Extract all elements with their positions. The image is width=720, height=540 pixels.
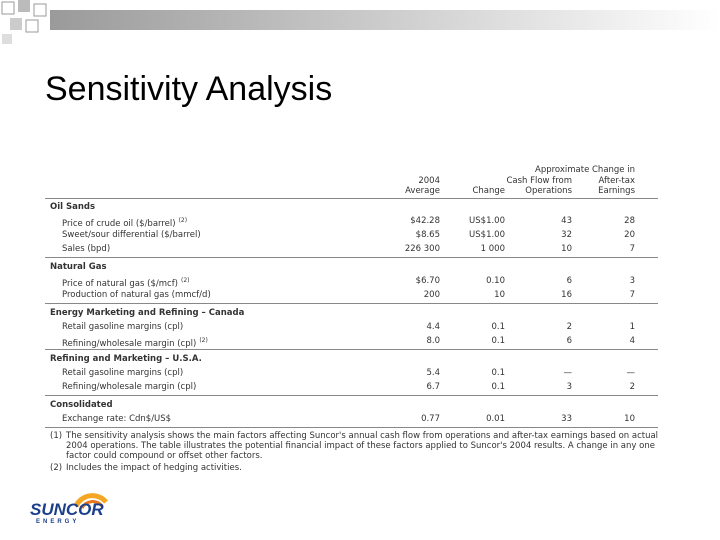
cell: 2: [629, 382, 635, 392]
cell: US$1.00: [469, 230, 505, 240]
rule: [45, 349, 658, 350]
cell: 0.1: [491, 336, 505, 346]
column-header: Average: [405, 186, 440, 196]
slide-title: Sensitivity Analysis: [45, 70, 333, 108]
row-label: Sales (bpd): [62, 244, 111, 254]
cell: 0.1: [491, 368, 505, 378]
cell: 33: [561, 414, 572, 424]
section-title: Energy Marketing and Refining – Canada: [50, 308, 245, 318]
cell: 6: [566, 276, 572, 286]
cell: $6.70: [415, 276, 440, 286]
note-ref: (2): [181, 277, 190, 284]
cell: 7: [629, 290, 635, 300]
cell: 4: [629, 336, 635, 346]
cell: —: [563, 368, 573, 378]
cell: 0.1: [491, 382, 505, 392]
row-label: Retail gasoline margins (cpl): [62, 322, 184, 332]
section-title: Refining and Marketing – U.S.A.: [50, 354, 202, 364]
footnote-text: The sensitivity analysis shows the main …: [66, 431, 659, 461]
cell: 32: [561, 230, 572, 240]
cell: 20: [624, 230, 635, 240]
cell: 0.77: [421, 414, 440, 424]
cell: $8.65: [415, 230, 440, 240]
column-header: 2004: [418, 176, 440, 186]
logo-name: SUNCOR: [30, 500, 104, 519]
cell: 0.1: [491, 322, 505, 332]
rule: [45, 395, 658, 396]
note-ref: (2): [199, 337, 208, 344]
cell: 5.4: [426, 368, 440, 378]
column-header: Cash Flow from: [506, 176, 572, 186]
column-header: Change: [472, 186, 505, 196]
cell: 43: [561, 216, 572, 226]
cell: 16: [561, 290, 572, 300]
cell: 7: [629, 244, 635, 254]
footnote-marker: (1): [50, 431, 63, 441]
cell: 10: [494, 290, 505, 300]
cell: 6.7: [426, 382, 440, 392]
cell: 1: [629, 322, 635, 332]
section-title: Oil Sands: [50, 202, 96, 212]
row-label: Price of natural gas ($/mcf) (2): [62, 277, 190, 289]
cell: 10: [624, 414, 635, 424]
rule: [45, 198, 658, 199]
cell: 4.4: [426, 322, 440, 332]
column-header: Earnings: [598, 186, 635, 196]
row-label: Price of crude oil ($/barrel) (2): [62, 217, 188, 229]
row-label: Retail gasoline margins (cpl): [62, 368, 184, 378]
cell: 6: [566, 336, 572, 346]
rule: [45, 427, 658, 428]
rule: [45, 303, 658, 304]
column-header: Operations: [525, 186, 572, 196]
row-label: Exchange rate: Cdn$/US$: [62, 414, 172, 424]
cell: 28: [624, 216, 635, 226]
column-header: After-tax: [598, 176, 635, 186]
note-ref: (2): [178, 217, 188, 224]
row-label: Sweet/sour differential ($/barrel): [62, 230, 201, 240]
rule: [45, 257, 658, 258]
section-title: Natural Gas: [50, 262, 107, 272]
group-header: Approximate Change in: [535, 165, 635, 175]
cell: $42.28: [410, 216, 440, 226]
row-label: Production of natural gas (mmcf/d): [62, 290, 211, 300]
logo-tagline: ENERGY: [36, 519, 80, 525]
cell: 0.01: [486, 414, 505, 424]
cell: 3: [566, 382, 572, 392]
cell: 2: [566, 322, 572, 332]
row-label: Refining/wholesale margin (cpl) (2): [62, 337, 208, 349]
logo-icon: [73, 493, 108, 509]
cell: 8.0: [426, 336, 440, 346]
cell: 0.10: [486, 276, 505, 286]
cell: 1 000: [480, 244, 505, 254]
cell: 10: [561, 244, 572, 254]
decoration: [1, 0, 720, 44]
cell: 200: [423, 290, 440, 300]
footnote-marker: (2): [50, 463, 63, 473]
cell: 3: [629, 276, 635, 286]
cell: 226 300: [404, 244, 440, 254]
section-title: Consolidated: [50, 400, 113, 410]
cell: US$1.00: [469, 216, 505, 226]
cell: —: [626, 368, 636, 378]
row-label: Refining/wholesale margin (cpl): [62, 382, 197, 392]
footnote-text: Includes the impact of hedging activitie…: [66, 463, 242, 473]
